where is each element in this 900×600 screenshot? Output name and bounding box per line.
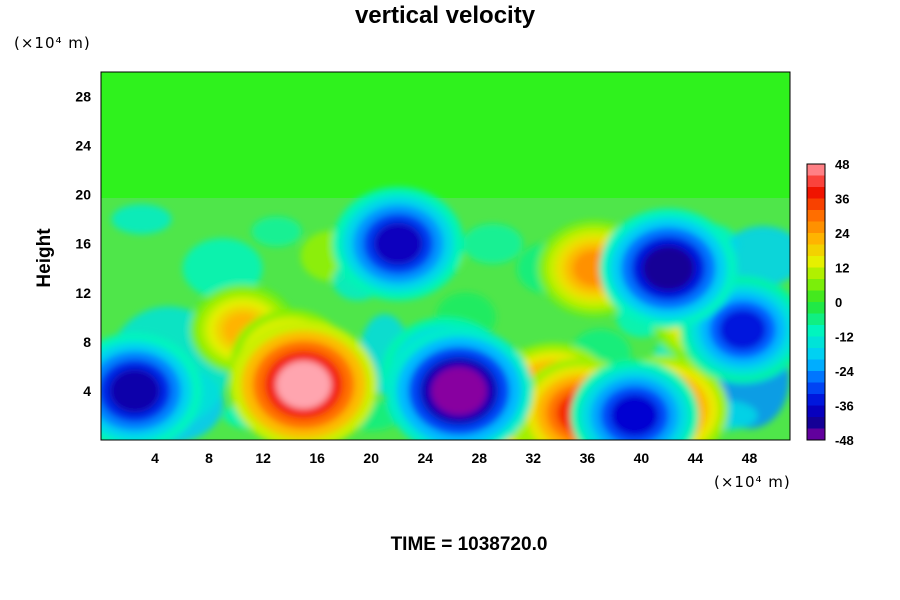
feature-cell — [109, 369, 160, 413]
x-tick-label: 48 — [742, 450, 758, 466]
colorbar-level — [807, 405, 825, 418]
x-tick-label: 24 — [417, 450, 433, 466]
y-tick-label: 8 — [83, 334, 91, 350]
colorbar-level — [807, 175, 825, 188]
colorbar-level — [807, 290, 825, 303]
texture-cell — [462, 223, 523, 264]
y-tick-label: 28 — [75, 89, 91, 105]
x-tick-label: 28 — [471, 450, 487, 466]
colorbar-level — [807, 428, 825, 441]
texture-cell — [722, 226, 790, 286]
y-tick-label: 16 — [75, 236, 91, 252]
y-tick-label: 4 — [83, 383, 91, 399]
colorbar-tick-label: -36 — [835, 399, 854, 414]
colorbar-level — [807, 302, 825, 314]
feature-cell — [642, 245, 695, 291]
heatmap-field — [101, 72, 790, 440]
colorbar-level — [807, 382, 825, 395]
colorbar-level — [807, 210, 825, 222]
x-tick-label: 4 — [151, 450, 159, 466]
x-tick-label: 8 — [205, 450, 213, 466]
colorbar-level — [807, 336, 825, 349]
x-unit-label: (×10⁴ m) — [714, 473, 791, 491]
feature-cell — [276, 360, 332, 409]
x-tick-label: 40 — [634, 450, 650, 466]
x-tick-label: 12 — [255, 450, 271, 466]
colorbar-level — [807, 313, 825, 326]
velocity-cells — [101, 187, 790, 440]
x-tick-label: 16 — [309, 450, 325, 466]
texture-cell — [182, 238, 263, 299]
colorbar-level — [807, 198, 825, 211]
y-tick-labels: 4 8 12 16 20 24 28 — [75, 89, 91, 399]
colorbar — [806, 163, 826, 441]
chart-title: vertical velocity — [355, 2, 536, 29]
colorbar-level — [807, 371, 825, 383]
colorbar-tick-label: 12 — [835, 261, 849, 276]
x-tick-labels: 4 8 12 16 20 24 28 32 36 40 44 48 — [151, 450, 757, 466]
colorbar-level — [807, 394, 825, 406]
x-tick-label: 32 — [526, 450, 542, 466]
y-unit-label: (×10⁴ m) — [14, 34, 91, 52]
feature-cell — [719, 309, 767, 350]
colorbar-level — [807, 267, 825, 280]
colorbar-tick-label: 0 — [835, 295, 842, 310]
y-tick-label: 20 — [75, 187, 91, 203]
colorbar-level — [807, 244, 825, 257]
colorbar-level — [807, 279, 825, 291]
colorbar-tick-label: 48 — [835, 157, 849, 172]
colorbar-frame — [806, 163, 826, 441]
y-tick-label: 24 — [75, 138, 91, 154]
colorbar-level — [807, 348, 825, 360]
colorbar-tick-label: 24 — [835, 226, 850, 241]
x-tick-label: 44 — [688, 450, 704, 466]
colorbar-tick-label: 36 — [835, 192, 849, 207]
feature-cell — [610, 394, 659, 437]
y-axis-label: Height — [34, 228, 55, 288]
upper-calm-layer — [101, 72, 790, 198]
texture-cell — [111, 204, 172, 235]
x-tick-label: 20 — [363, 450, 379, 466]
colorbar-tick-labels: 48 36 24 12 0 -12 -24 -36 -48 — [835, 157, 855, 448]
colorbar-level — [807, 221, 825, 234]
time-footer: TIME = 1038720.0 — [391, 534, 548, 555]
colorbar-level — [807, 187, 825, 199]
feature-cell — [373, 222, 423, 265]
colorbar-tick-label: -48 — [835, 433, 854, 448]
colorbar-level — [807, 325, 825, 337]
feature-cell — [431, 366, 487, 415]
texture-cell — [251, 216, 302, 247]
colorbar-level — [807, 256, 825, 268]
x-tick-label: 36 — [580, 450, 596, 466]
colorbar-tick-label: -12 — [835, 330, 854, 345]
colorbar-level — [807, 164, 825, 176]
y-tick-label: 12 — [75, 285, 91, 301]
colorbar-level — [807, 359, 825, 372]
colorbar-level — [807, 417, 825, 429]
colorbar-level — [807, 233, 825, 245]
colorbar-tick-label: -24 — [835, 364, 855, 379]
plot-frame — [100, 71, 791, 441]
